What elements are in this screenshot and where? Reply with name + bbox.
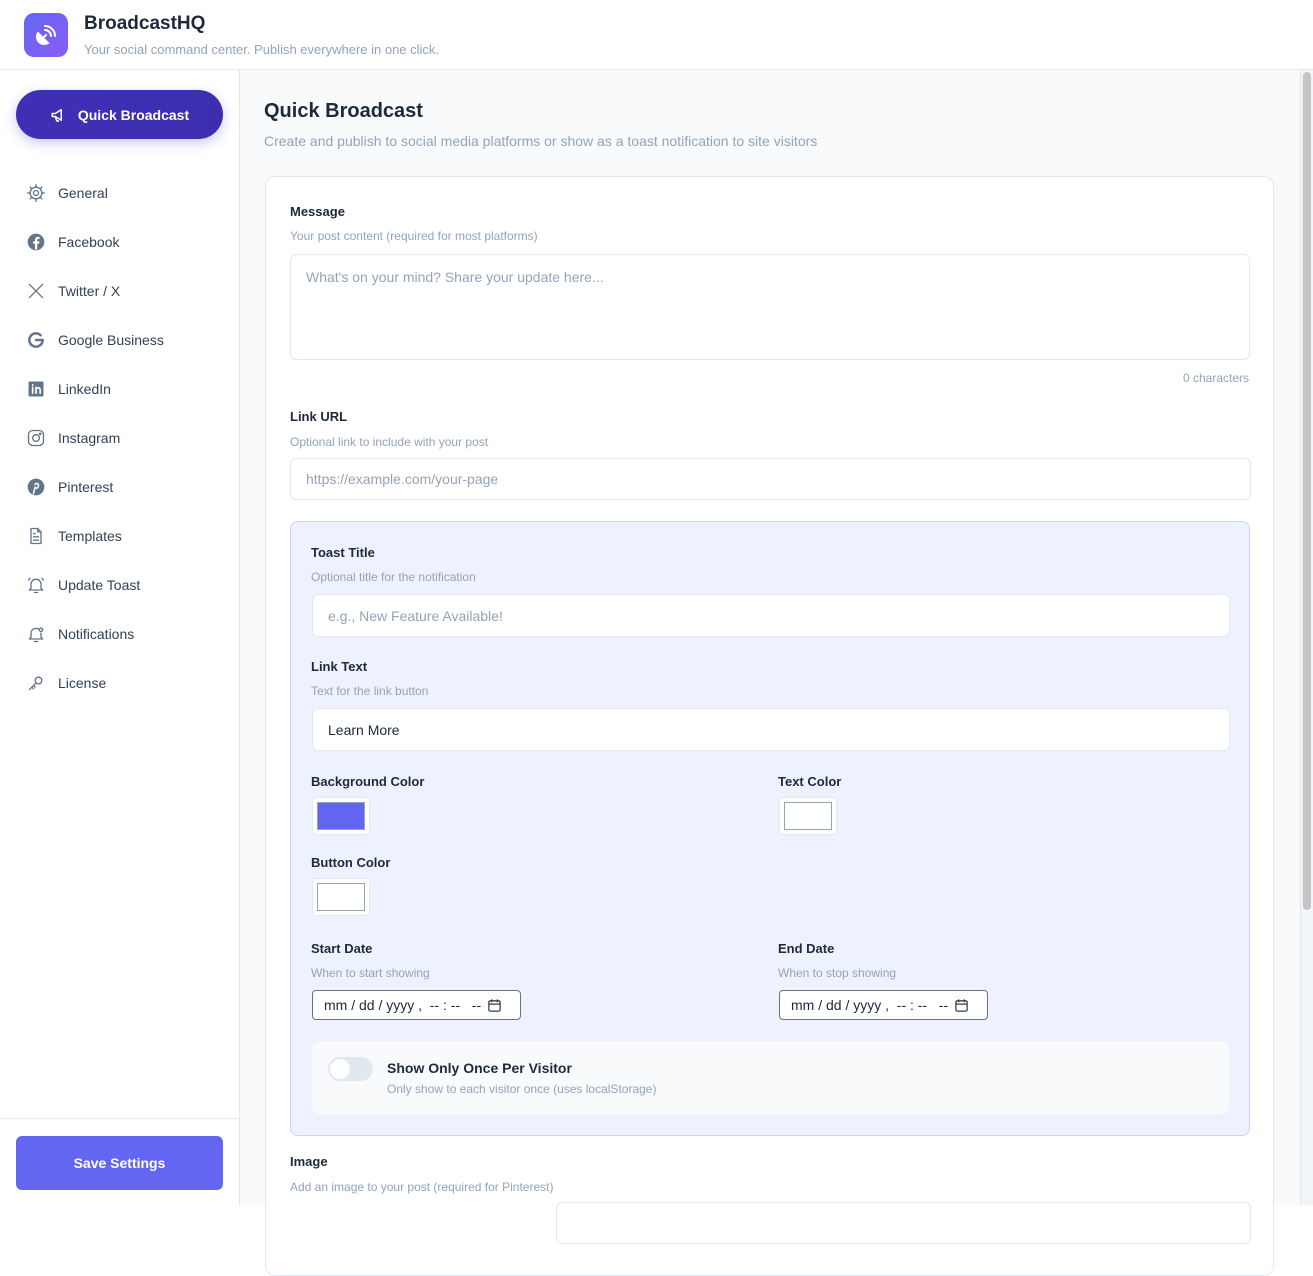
end-date-label: End Date (778, 941, 835, 956)
show-once-hint: Only show to each visitor once (uses loc… (387, 1082, 657, 1096)
sidebar-item-instagram[interactable]: Instagram (0, 413, 239, 462)
satellite-dish-logo-icon (24, 13, 68, 57)
sidebar-item-license[interactable]: License (0, 658, 239, 707)
message-label: Message (290, 204, 345, 219)
link-text-label: Link Text (311, 659, 368, 674)
text-color-swatch (784, 802, 832, 830)
link-url-hint: Optional link to include with your post (290, 435, 489, 449)
show-once-toggle[interactable] (328, 1057, 373, 1081)
sidebar-item-label: Google Business (58, 331, 164, 348)
show-once-label: Show Only Once Per Visitor (387, 1060, 572, 1076)
sidebar-item-label: Update Toast (58, 576, 141, 593)
start-date-placeholder: mm / dd / yyyy , -- : -- -- (324, 997, 482, 1013)
sidebar-item-google-business[interactable]: Google Business (0, 315, 239, 364)
sidebar-item-templates[interactable]: Templates (0, 511, 239, 560)
image-label: Image (290, 1154, 328, 1169)
character-count: 0 characters (1182, 371, 1249, 385)
quick-broadcast-button[interactable]: Quick Broadcast (16, 90, 223, 139)
sidebar-nav: General Facebook Twitter / X Google Busines… (0, 168, 239, 707)
scrollbar-thumb[interactable] (1303, 72, 1311, 910)
sidebar-item-label: Templates (58, 527, 122, 544)
key-icon (28, 676, 43, 690)
google-icon (28, 331, 44, 348)
start-date-label: Start Date (311, 941, 373, 956)
text-color-picker[interactable] (779, 797, 837, 835)
pinterest-icon (27, 478, 45, 495)
scrollbar[interactable] (1300, 70, 1313, 1205)
toast-title-placeholder: e.g., New Feature Available! (328, 607, 503, 624)
x-icon (28, 283, 44, 298)
link-text-value: Learn More (328, 721, 400, 738)
main-content: Quick Broadcast Create and publish to so… (240, 70, 1300, 1276)
bell-ring-icon (27, 577, 45, 593)
toast-settings-panel: Toast Title Optional title for the notif… (290, 521, 1250, 1136)
sidebar-item-label: General (58, 184, 108, 201)
sidebar-item-label: Notifications (58, 625, 135, 642)
link-url-placeholder: https://example.com/your-page (306, 471, 499, 487)
link-text-hint: Text for the link button (311, 684, 429, 698)
text-color-label: Text Color (778, 774, 842, 789)
quick-broadcast-label: Quick Broadcast (77, 106, 190, 123)
sidebar-item-facebook[interactable]: Facebook (0, 217, 239, 266)
toast-title-input[interactable]: e.g., New Feature Available! (312, 594, 1230, 637)
button-color-label: Button Color (311, 855, 391, 870)
image-input[interactable] (556, 1202, 1251, 1244)
sidebar-item-label: Pinterest (58, 478, 114, 495)
page-subtitle: Create and publish to social media platf… (264, 133, 818, 149)
brand-name: BroadcastHQ (84, 13, 206, 34)
sidebar-item-linkedin[interactable]: LinkedIn (0, 364, 239, 413)
sidebar-item-label: Instagram (58, 429, 121, 446)
link-text-input[interactable]: Learn More (312, 708, 1230, 751)
sidebar-item-label: LinkedIn (58, 380, 111, 397)
sidebar-item-label: Facebook (58, 233, 120, 250)
sidebar-item-label: Twitter / X (58, 282, 121, 299)
show-once-option: Show Only Once Per Visitor Only show to … (312, 1041, 1229, 1114)
linkedin-icon (28, 381, 44, 396)
page-title: Quick Broadcast (264, 100, 423, 122)
background-color-swatch (317, 802, 365, 830)
tagline: Your social command center. Publish ever… (84, 42, 440, 57)
bell-icon (28, 627, 44, 642)
toggle-knob (330, 1059, 350, 1079)
sidebar-footer: Save Settings (0, 1118, 239, 1205)
end-date-hint: When to stop showing (778, 966, 897, 980)
start-date-input[interactable]: mm / dd / yyyy , -- : -- -- (312, 990, 521, 1020)
end-date-input[interactable]: mm / dd / yyyy , -- : -- -- (779, 990, 988, 1020)
app-header: BroadcastHQ Your social command center. … (0, 0, 1313, 70)
calendar-icon[interactable] (954, 998, 969, 1013)
instagram-icon (27, 429, 45, 446)
sidebar-item-update-toast[interactable]: Update Toast (0, 560, 239, 609)
background-color-picker[interactable] (312, 797, 370, 835)
sidebar-item-label: License (58, 674, 107, 691)
calendar-icon[interactable] (487, 998, 502, 1013)
end-date-placeholder: mm / dd / yyyy , -- : -- -- (791, 997, 949, 1013)
background-color-label: Background Color (311, 774, 425, 789)
toast-title-hint: Optional title for the notification (311, 570, 476, 584)
start-date-hint: When to start showing (311, 966, 430, 980)
sidebar-item-notifications[interactable]: Notifications (0, 609, 239, 658)
broadcast-form-card: Message Your post content (required for … (265, 176, 1274, 1276)
message-placeholder: What's on your mind? Share your update h… (306, 269, 604, 285)
megaphone-icon (51, 108, 62, 122)
sidebar-item-pinterest[interactable]: Pinterest (0, 462, 239, 511)
sidebar-item-general[interactable]: General (0, 168, 239, 217)
message-hint: Your post content (required for most pla… (290, 229, 538, 243)
toast-title-label: Toast Title (311, 545, 375, 560)
document-icon (30, 527, 42, 544)
sidebar-item-twitter-x[interactable]: Twitter / X (0, 266, 239, 315)
link-url-input[interactable]: https://example.com/your-page (290, 458, 1251, 500)
link-url-label: Link URL (290, 409, 348, 424)
gear-icon (27, 183, 45, 202)
button-color-swatch (317, 883, 365, 911)
button-color-picker[interactable] (312, 878, 370, 916)
sidebar: Quick Broadcast General Facebook Twitter /… (0, 70, 240, 1205)
message-textarea[interactable]: What's on your mind? Share your update h… (290, 254, 1250, 360)
image-hint: Add an image to your post (required for … (290, 1180, 554, 1194)
save-settings-button[interactable]: Save Settings (16, 1136, 223, 1190)
facebook-icon (27, 233, 45, 250)
